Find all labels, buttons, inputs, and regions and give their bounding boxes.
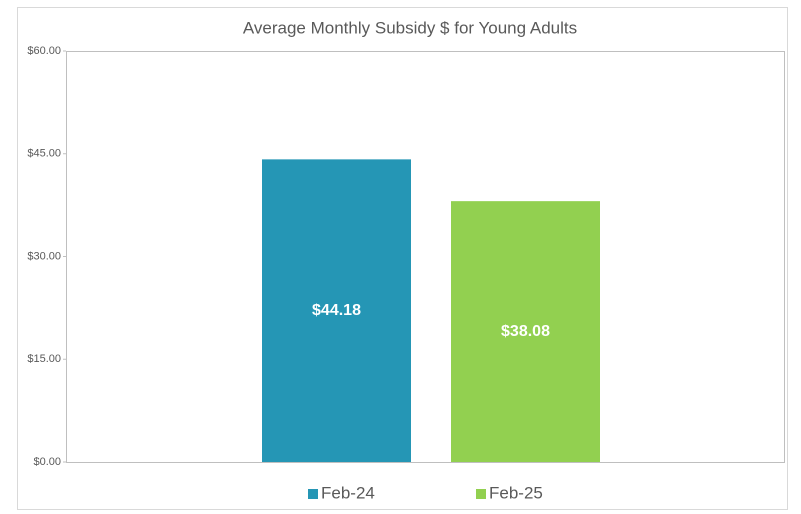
data-label: $38.08 bbox=[501, 323, 550, 340]
y-tick-label: $15.00 bbox=[27, 353, 61, 365]
y-tick-label: $0.00 bbox=[33, 456, 61, 468]
legend-swatch bbox=[308, 489, 318, 499]
bar bbox=[451, 201, 600, 463]
legend-label: Feb-25 bbox=[489, 483, 543, 502]
bar bbox=[262, 159, 411, 462]
legend-swatch bbox=[476, 489, 486, 499]
data-label: $44.18 bbox=[312, 302, 361, 319]
plot-frame bbox=[66, 51, 785, 463]
chart-title: Average Monthly Subsidy $ for Young Adul… bbox=[243, 18, 577, 37]
y-tick-label: $45.00 bbox=[27, 148, 61, 160]
legend-label: Feb-24 bbox=[321, 483, 375, 502]
y-tick-label: $60.00 bbox=[27, 45, 61, 57]
y-tick-label: $30.00 bbox=[27, 250, 61, 262]
